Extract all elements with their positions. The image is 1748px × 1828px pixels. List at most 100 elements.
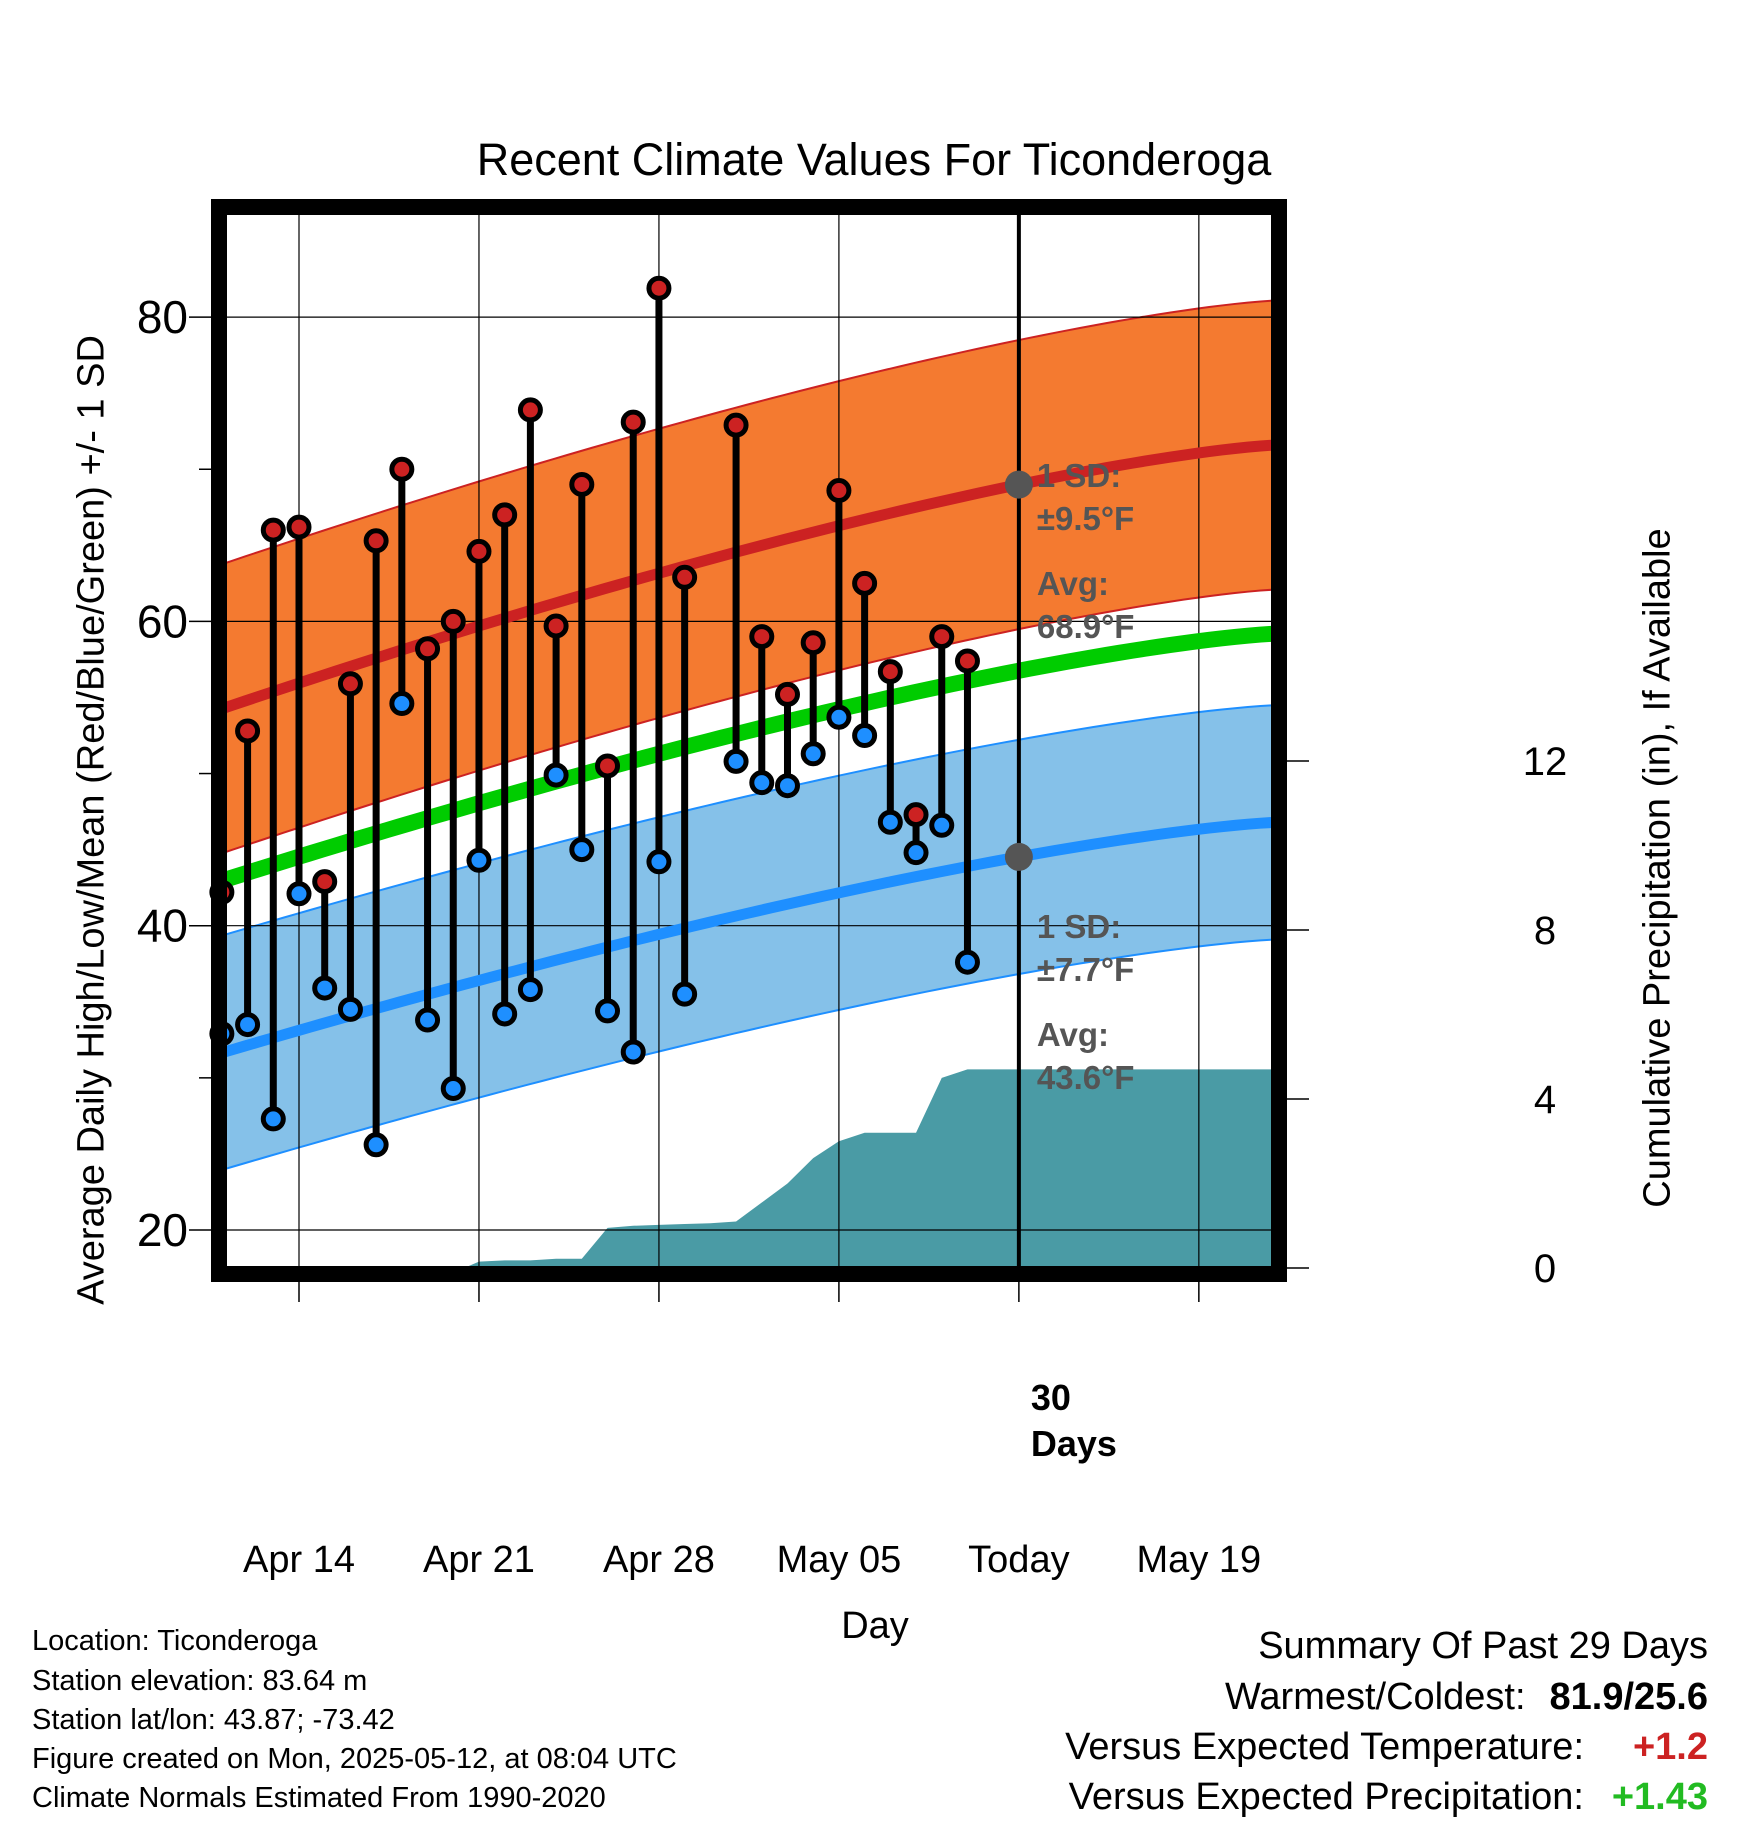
daily-high-point (517, 397, 543, 423)
daily-low-point (903, 840, 929, 866)
daily-high-point (723, 412, 749, 438)
daily-high-point (774, 681, 800, 707)
daily-low-point (543, 762, 569, 788)
temp-label: Versus Expected Temperature: (1065, 1726, 1584, 1768)
x-tick-label: Today (968, 1539, 1069, 1581)
high-sd-label: 1 SD: (1037, 457, 1121, 494)
daily-high-point (440, 608, 466, 634)
daily-high-point (852, 570, 878, 596)
daily-high-point (903, 802, 929, 828)
daily-low-point (646, 849, 672, 875)
daily-high-point (749, 624, 775, 650)
band-labels: 1 SD: ±9.5°F Avg: 68.9°F 1 SD: ±7.7°F Avg: 43.6… (1031, 457, 1135, 1464)
x-tick-label: May 05 (777, 1539, 902, 1581)
daily-high-point (620, 409, 646, 435)
daily-low-point (569, 837, 595, 863)
precip-fill (196, 1069, 1276, 1268)
precip-value: +1.43 (1611, 1776, 1708, 1818)
y-tick-label: 80 (137, 291, 188, 343)
frame-border (211, 199, 1287, 1282)
normal-lines (216, 439, 1274, 1059)
daily-high-point (543, 613, 569, 639)
daily-stems (218, 288, 971, 1145)
daily-high-point (569, 471, 595, 497)
normals-text: Climate Normals Estimated From 1990-2020 (32, 1782, 606, 1814)
plot-frame (211, 199, 1287, 1282)
y-tick-label: 20 (137, 1204, 188, 1256)
x-tick-label: Apr 14 (243, 1539, 355, 1581)
precip-days-label: 30 (1031, 1377, 1071, 1418)
mean-normal-line (216, 625, 1274, 890)
daily-low-point (235, 1012, 261, 1038)
y2-tick-label: 12 (1523, 740, 1568, 784)
low-avg-value: 43.6°F (1037, 1059, 1135, 1096)
daily-low-point (389, 691, 415, 717)
y2-axis-label: Cumulative Precipitation (in), If Availa… (1636, 528, 1679, 1208)
low-normal-line (217, 816, 1274, 1059)
y-tick-label: 60 (137, 595, 188, 647)
daily-high-point (877, 659, 903, 685)
daily-high-point (595, 753, 621, 779)
daily-low-point (415, 1007, 441, 1033)
y-tick-label: 40 (137, 900, 188, 952)
daily-low-point (312, 975, 338, 1001)
daily-low-point (749, 770, 775, 796)
daily-high-point (466, 538, 492, 564)
x-tick-label: May 19 (1137, 1539, 1262, 1581)
daily-high-point (235, 718, 261, 744)
temp-value: +1.2 (1632, 1726, 1708, 1768)
chart-title: Recent Climate Values For Ticonderoga (476, 134, 1272, 185)
daily-low-point (877, 809, 903, 835)
y2-tick-label: 4 (1534, 1078, 1556, 1122)
location-text: Location: Ticonderoga (32, 1625, 318, 1657)
daily-low-point (337, 996, 363, 1022)
daily-high-point (929, 624, 955, 650)
summary-warmest-coldest: Warmest/Coldest: 81.9/25.6 (1225, 1676, 1708, 1719)
daily-low-point (517, 977, 543, 1003)
daily-low-point (826, 704, 852, 730)
x-axis-label: Day (841, 1605, 909, 1647)
precip-label: Versus Expected Precipitation: (1068, 1776, 1584, 1818)
daily-low-point (852, 723, 878, 749)
summary-title: Summary Of Past 29 Days (1258, 1625, 1708, 1667)
daily-low-point (723, 748, 749, 774)
x-tick-label: Apr 28 (603, 1539, 715, 1581)
elevation-text: Station elevation: 83.64 m (32, 1665, 368, 1697)
summary-precipitation: Versus Expected Precipitation: +1.43 (1069, 1776, 1708, 1819)
summary-temperature: Versus Expected Temperature: +1.2 (1065, 1726, 1708, 1769)
high-sd-value: ±9.5°F (1037, 500, 1134, 537)
daily-high-point (363, 528, 389, 554)
precip-area (196, 1069, 1276, 1268)
daily-low-point (466, 847, 492, 873)
today-low-avg-marker (1004, 842, 1033, 871)
high-avg-value: 68.9°F (1037, 608, 1135, 645)
high-normal-line (217, 439, 1274, 715)
y2-tick-label: 8 (1534, 909, 1556, 953)
daily-high-point (646, 275, 672, 301)
y2-tick-label: 0 (1534, 1247, 1556, 1291)
precip-days-label: Days (1031, 1423, 1117, 1464)
daily-high-point (800, 630, 826, 656)
daily-low-point (363, 1132, 389, 1158)
daily-low-point (800, 741, 826, 767)
daily-high-point (337, 671, 363, 697)
axis-ticks: 20 40 60 80 0 4 8 12 Apr 14 Apr 21 Apr 28 May 05 Tod… (137, 291, 1567, 1581)
daily-high-point (954, 648, 980, 674)
x-tick-label: Apr 21 (423, 1539, 535, 1581)
daily-high-point (312, 869, 338, 895)
daily-high-point (415, 636, 441, 662)
daily-high-point (260, 517, 286, 543)
daily-high-point (826, 478, 852, 504)
warm-value: 81.9/25.6 (1549, 1676, 1708, 1718)
today-line (1004, 213, 1033, 1268)
daily-high-point (286, 514, 312, 540)
low-sd-label: 1 SD: (1037, 908, 1121, 945)
daily-low-point (440, 1076, 466, 1102)
daily-low-point (260, 1106, 286, 1132)
daily-low-point (929, 812, 955, 838)
daily-high-point (672, 564, 698, 590)
low-sd-value: ±7.7°F (1037, 951, 1134, 988)
warm-label: Warmest/Coldest: (1224, 1676, 1526, 1718)
latlon-text: Station lat/lon: 43.87; -73.42 (32, 1704, 395, 1736)
daily-high-point (389, 456, 415, 482)
